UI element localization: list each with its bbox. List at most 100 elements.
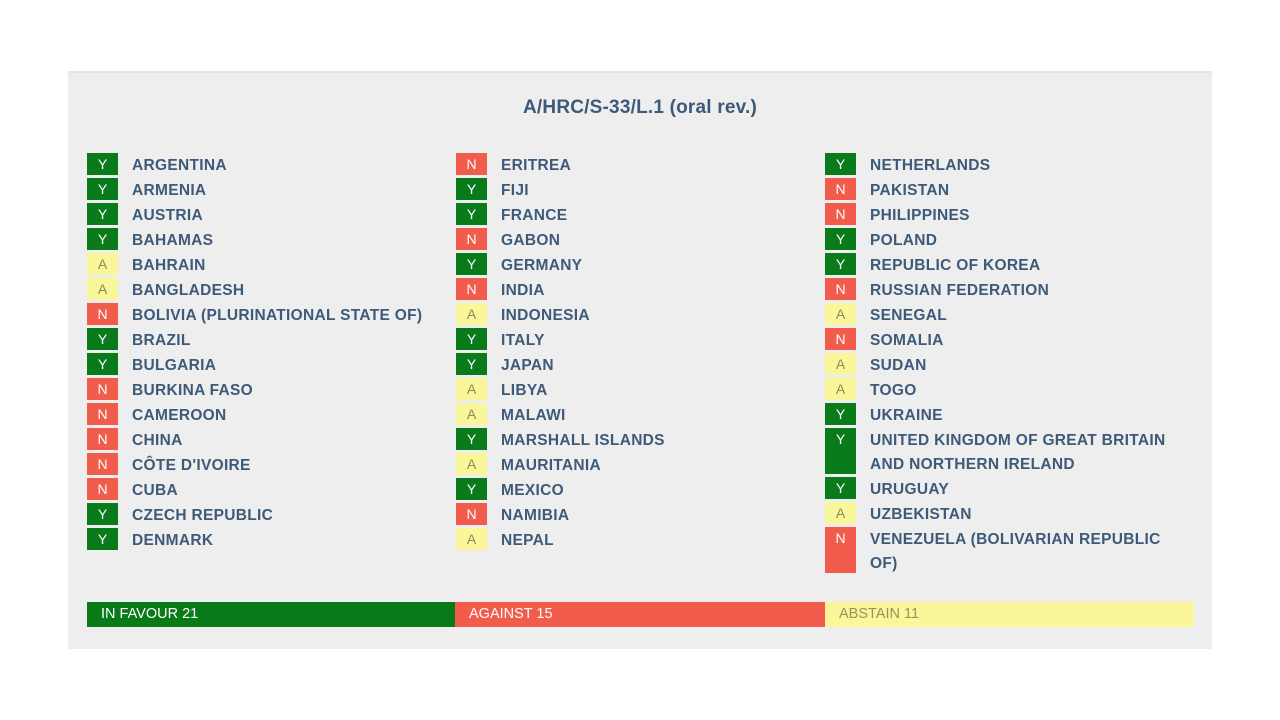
- country-row: N BURKINA FASO: [87, 378, 447, 403]
- vote-results-panel: A/HRC/S-33/L.1 (oral rev.) Y ARGENTINA Y AR…: [68, 71, 1212, 649]
- country-row: Y BRAZIL: [87, 328, 447, 353]
- country-row: A TOGO: [825, 378, 1185, 403]
- country-row: N CUBA: [87, 478, 447, 503]
- against-total: AGAINST 15: [455, 602, 825, 627]
- vote-badge: A: [825, 303, 856, 325]
- country-row: Y GERMANY: [456, 253, 816, 278]
- country-name: FIJI: [501, 182, 529, 199]
- vote-badge: A: [825, 378, 856, 400]
- vote-badge: Y: [456, 253, 487, 275]
- country-row: Y FIJI: [456, 178, 816, 203]
- vote-badge: N: [825, 527, 856, 573]
- vote-badge: Y: [825, 153, 856, 175]
- country-row: A BAHRAIN: [87, 253, 447, 278]
- country-row: Y JAPAN: [456, 353, 816, 378]
- country-name: VENEZUELA (BOLIVARIAN REPUBLIC OF): [870, 531, 1161, 572]
- vote-badge: A: [825, 353, 856, 375]
- vote-badge: N: [87, 378, 118, 400]
- country-name: BOLIVIA (PLURINATIONAL STATE OF): [132, 307, 423, 324]
- vote-badge: A: [456, 303, 487, 325]
- country-name: REPUBLIC OF KOREA: [870, 257, 1041, 274]
- vote-badge: Y: [87, 178, 118, 200]
- vote-badge: Y: [87, 203, 118, 225]
- country-name: UKRAINE: [870, 407, 943, 424]
- country-row: N NAMIBIA: [456, 503, 816, 528]
- country-name: SENEGAL: [870, 307, 948, 324]
- country-row: Y POLAND: [825, 228, 1185, 253]
- vote-totals-bar: IN FAVOUR 21 AGAINST 15 ABSTAIN 11: [87, 602, 1194, 627]
- country-name: BRAZIL: [132, 332, 191, 349]
- vote-badge: Y: [87, 353, 118, 375]
- country-row: A LIBYA: [456, 378, 816, 403]
- country-row: A MALAWI: [456, 403, 816, 428]
- country-name: URUGUAY: [870, 481, 950, 498]
- country-name: ARMENIA: [132, 182, 207, 199]
- country-row: N PAKISTAN: [825, 178, 1185, 203]
- country-column-1: Y ARGENTINA Y ARMENIA Y AUSTRIA Y BAHAMAS A BAHRA…: [87, 153, 447, 553]
- country-row: Y FRANCE: [456, 203, 816, 228]
- country-row: A BANGLADESH: [87, 278, 447, 303]
- country-row: Y UNITED KINGDOM OF GREAT BRITAIN AND NOR…: [825, 428, 1185, 477]
- vote-badge: Y: [825, 428, 856, 474]
- resolution-title: A/HRC/S-33/L.1 (oral rev.): [523, 97, 757, 118]
- vote-badge: N: [456, 153, 487, 175]
- country-name: BAHRAIN: [132, 257, 206, 274]
- country-row: N CAMEROON: [87, 403, 447, 428]
- vote-badge: N: [87, 428, 118, 450]
- vote-badge: Y: [456, 178, 487, 200]
- vote-badge: A: [825, 502, 856, 524]
- country-name: POLAND: [870, 232, 938, 249]
- vote-badge: Y: [825, 228, 856, 250]
- country-name: BAHAMAS: [132, 232, 214, 249]
- in-favour-total: IN FAVOUR 21: [87, 602, 455, 627]
- vote-badge: A: [87, 278, 118, 300]
- country-name: CAMEROON: [132, 407, 227, 424]
- country-name: GABON: [501, 232, 561, 249]
- vote-badge: Y: [456, 328, 487, 350]
- country-name: PHILIPPINES: [870, 207, 970, 224]
- country-name: GERMANY: [501, 257, 583, 274]
- country-name: MALAWI: [501, 407, 566, 424]
- vote-badge: N: [87, 453, 118, 475]
- country-name: JAPAN: [501, 357, 554, 374]
- country-name: DENMARK: [132, 532, 214, 549]
- vote-badge: Y: [87, 228, 118, 250]
- country-name: TOGO: [870, 382, 917, 399]
- vote-badge: N: [456, 278, 487, 300]
- country-row: A SUDAN: [825, 353, 1185, 378]
- country-row: N CÔTE D'IVOIRE: [87, 453, 447, 478]
- country-row: Y CZECH REPUBLIC: [87, 503, 447, 528]
- country-name: FRANCE: [501, 207, 568, 224]
- vote-badge: Y: [825, 403, 856, 425]
- vote-badge: Y: [87, 528, 118, 550]
- country-row: Y MARSHALL ISLANDS: [456, 428, 816, 453]
- country-name: UZBEKISTAN: [870, 506, 972, 523]
- country-row: N CHINA: [87, 428, 447, 453]
- country-row: N SOMALIA: [825, 328, 1185, 353]
- country-name: SUDAN: [870, 357, 927, 374]
- country-name: ERITREA: [501, 157, 572, 174]
- country-row: A SENEGAL: [825, 303, 1185, 328]
- country-row: Y ARGENTINA: [87, 153, 447, 178]
- country-row: Y NETHERLANDS: [825, 153, 1185, 178]
- country-name: BULGARIA: [132, 357, 217, 374]
- vote-badge: N: [825, 203, 856, 225]
- vote-badge: N: [825, 278, 856, 300]
- vote-badge: A: [456, 453, 487, 475]
- country-name: MAURITANIA: [501, 457, 602, 474]
- country-name: CZECH REPUBLIC: [132, 507, 274, 524]
- country-name: UNITED KINGDOM OF GREAT BRITAIN AND NORT…: [870, 432, 1166, 473]
- vote-badge: N: [456, 228, 487, 250]
- country-row: Y MEXICO: [456, 478, 816, 503]
- vote-badge: Y: [825, 253, 856, 275]
- country-row: Y ARMENIA: [87, 178, 447, 203]
- vote-badge: Y: [87, 328, 118, 350]
- vote-badge: N: [825, 328, 856, 350]
- vote-badge: N: [825, 178, 856, 200]
- vote-badge: A: [456, 403, 487, 425]
- vote-badge: Y: [87, 503, 118, 525]
- vote-badge: A: [87, 253, 118, 275]
- country-name: ITALY: [501, 332, 545, 349]
- vote-badge: N: [87, 478, 118, 500]
- country-row: A MAURITANIA: [456, 453, 816, 478]
